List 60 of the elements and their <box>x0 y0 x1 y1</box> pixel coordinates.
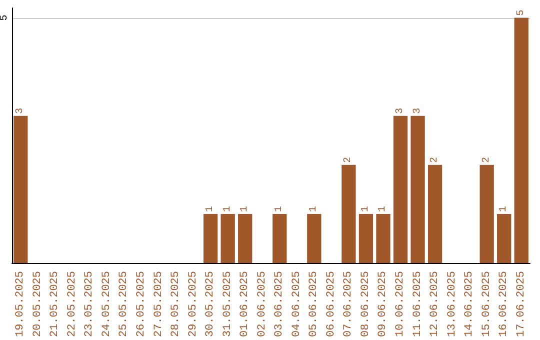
x-tick-label: 07.06.2025 <box>342 270 355 338</box>
x-tick-label: 28.05.2025 <box>170 270 182 338</box>
x-tick-label: 15.06.2025 <box>480 270 493 338</box>
bar <box>410 116 425 263</box>
x-tick-label: 19.05.2025 <box>14 270 27 338</box>
bar <box>514 18 528 263</box>
x-tick-label: 09.06.2025 <box>377 270 390 338</box>
x-tick-label: 27.05.2025 <box>152 270 165 338</box>
x-tick-label: 13.06.2025 <box>446 270 458 338</box>
x-tick-label: 11.06.2025 <box>412 270 424 338</box>
x-tick-label: 14.06.2025 <box>464 270 476 338</box>
bar <box>14 116 28 263</box>
x-tick-label: 23.05.2025 <box>84 270 96 338</box>
x-tick-label: 26.05.2025 <box>136 270 148 338</box>
bar <box>307 214 322 263</box>
bar <box>428 164 442 263</box>
bar <box>272 214 287 263</box>
x-tick-label: 08.06.2025 <box>360 270 372 338</box>
x-tick-label: 20.05.2025 <box>32 270 44 338</box>
data-label: 3 <box>15 108 26 114</box>
data-label: 1 <box>378 206 389 212</box>
bar <box>376 214 390 263</box>
bar <box>342 164 356 263</box>
bar <box>393 116 408 263</box>
data-label: 1 <box>308 206 320 212</box>
data-label: 2 <box>430 156 441 163</box>
data-label: 1 <box>498 206 510 212</box>
x-tick-label: 10.06.2025 <box>394 270 406 338</box>
x-tick-label: 25.05.2025 <box>118 270 130 338</box>
data-label: 3 <box>395 108 406 114</box>
bar <box>480 164 494 263</box>
x-tick-label: 04.06.2025 <box>290 270 303 338</box>
data-label: 5 <box>516 10 527 16</box>
bar <box>203 214 218 263</box>
data-label: 2 <box>481 156 492 163</box>
x-tick-label: 30.05.2025 <box>204 270 217 338</box>
bar <box>220 214 235 263</box>
x-tick-label: 03.06.2025 <box>274 270 286 338</box>
x-tick-label: 05.06.2025 <box>308 270 320 338</box>
data-label: 1 <box>222 206 234 212</box>
x-tick-label: 24.05.2025 <box>100 270 113 338</box>
x-tick-label: 16.06.2025 <box>498 270 510 338</box>
data-label: 3 <box>412 108 424 114</box>
data-label: 1 <box>274 206 286 212</box>
x-tick-label: 22.05.2025 <box>66 270 78 338</box>
x-tick-label: 31.05.2025 <box>222 270 234 338</box>
data-label: 1 <box>360 206 372 212</box>
x-tick-label: 06.06.2025 <box>325 270 338 338</box>
x-tick-label: 01.06.2025 <box>239 270 252 338</box>
x-tick-label: 17.06.2025 <box>515 270 528 338</box>
bar <box>238 214 252 263</box>
data-label: 1 <box>240 206 251 212</box>
x-tick-label: 29.05.2025 <box>187 270 200 338</box>
bar <box>497 214 512 263</box>
data-label: 2 <box>343 156 354 163</box>
x-tick-label: 12.06.2025 <box>429 270 442 338</box>
bar <box>358 214 374 263</box>
data-label: 1 <box>205 206 216 212</box>
x-tick-label: 21.05.2025 <box>49 270 62 338</box>
x-tick-label: 02.06.2025 <box>256 270 268 338</box>
